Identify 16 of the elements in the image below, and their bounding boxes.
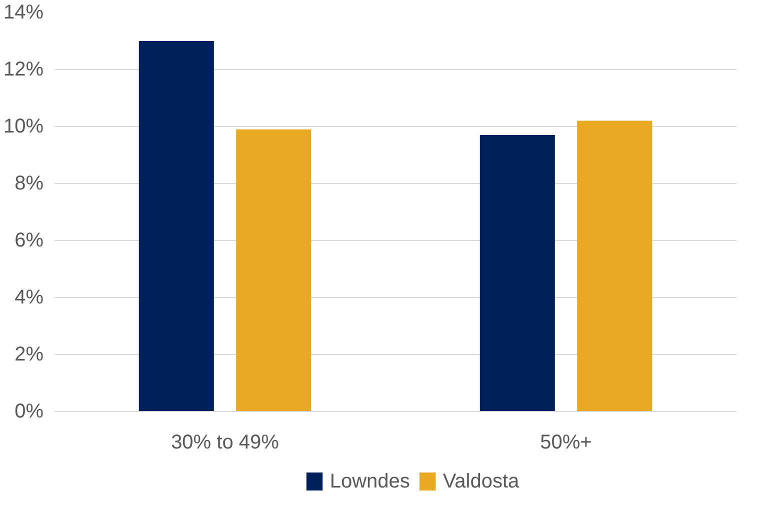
y-tick-label: 2% xyxy=(14,344,44,366)
x-tick-label: 50%+ xyxy=(540,432,592,454)
legend-label: Lowndes xyxy=(330,470,410,492)
bar xyxy=(480,135,555,412)
y-tick-label: 6% xyxy=(14,230,44,252)
bar xyxy=(138,41,214,412)
bar xyxy=(577,120,652,412)
y-tick-label: 0% xyxy=(14,400,44,422)
y-tick-label: 12% xyxy=(3,58,44,80)
y-tick-label: 10% xyxy=(3,116,44,138)
legend-label: Valdosta xyxy=(442,470,520,492)
bar xyxy=(236,129,312,412)
y-tick-label: 8% xyxy=(14,172,44,194)
y-tick-label: 14% xyxy=(3,2,44,24)
y-tick-label: 4% xyxy=(14,286,44,308)
x-tick-label: 30% to 49% xyxy=(171,432,280,454)
